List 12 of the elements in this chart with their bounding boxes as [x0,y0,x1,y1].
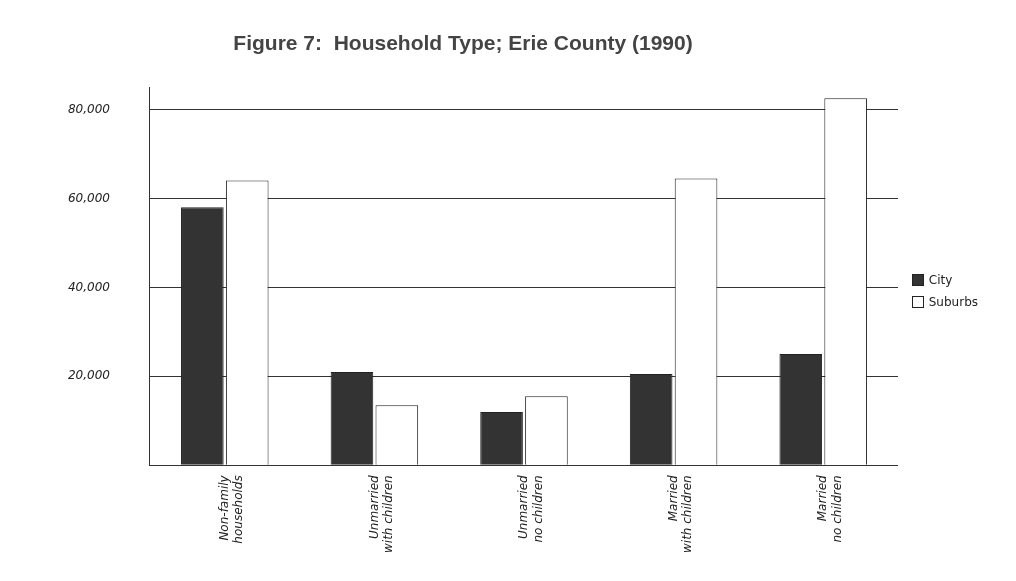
x-tick-label: Non-family households [216,474,246,544]
y-tick-label: 20,000 [67,368,111,383]
x-tick-label: Unmarried no children [516,474,545,543]
y-tick-label: 80,000 [67,101,111,116]
x-tick-label: Married with children [665,474,695,553]
x-tick-label: Married no children [815,474,844,543]
legend-label: City [928,273,953,287]
x-tick-label: Unmarried with children [366,474,395,553]
y-tick-label: 60,000 [67,190,111,205]
y-tick-label: 40,000 [67,279,111,294]
legend-label: Suburbs [928,295,978,309]
chart-title: Figure 7: Household Type; Erie County (1990) [233,31,693,55]
